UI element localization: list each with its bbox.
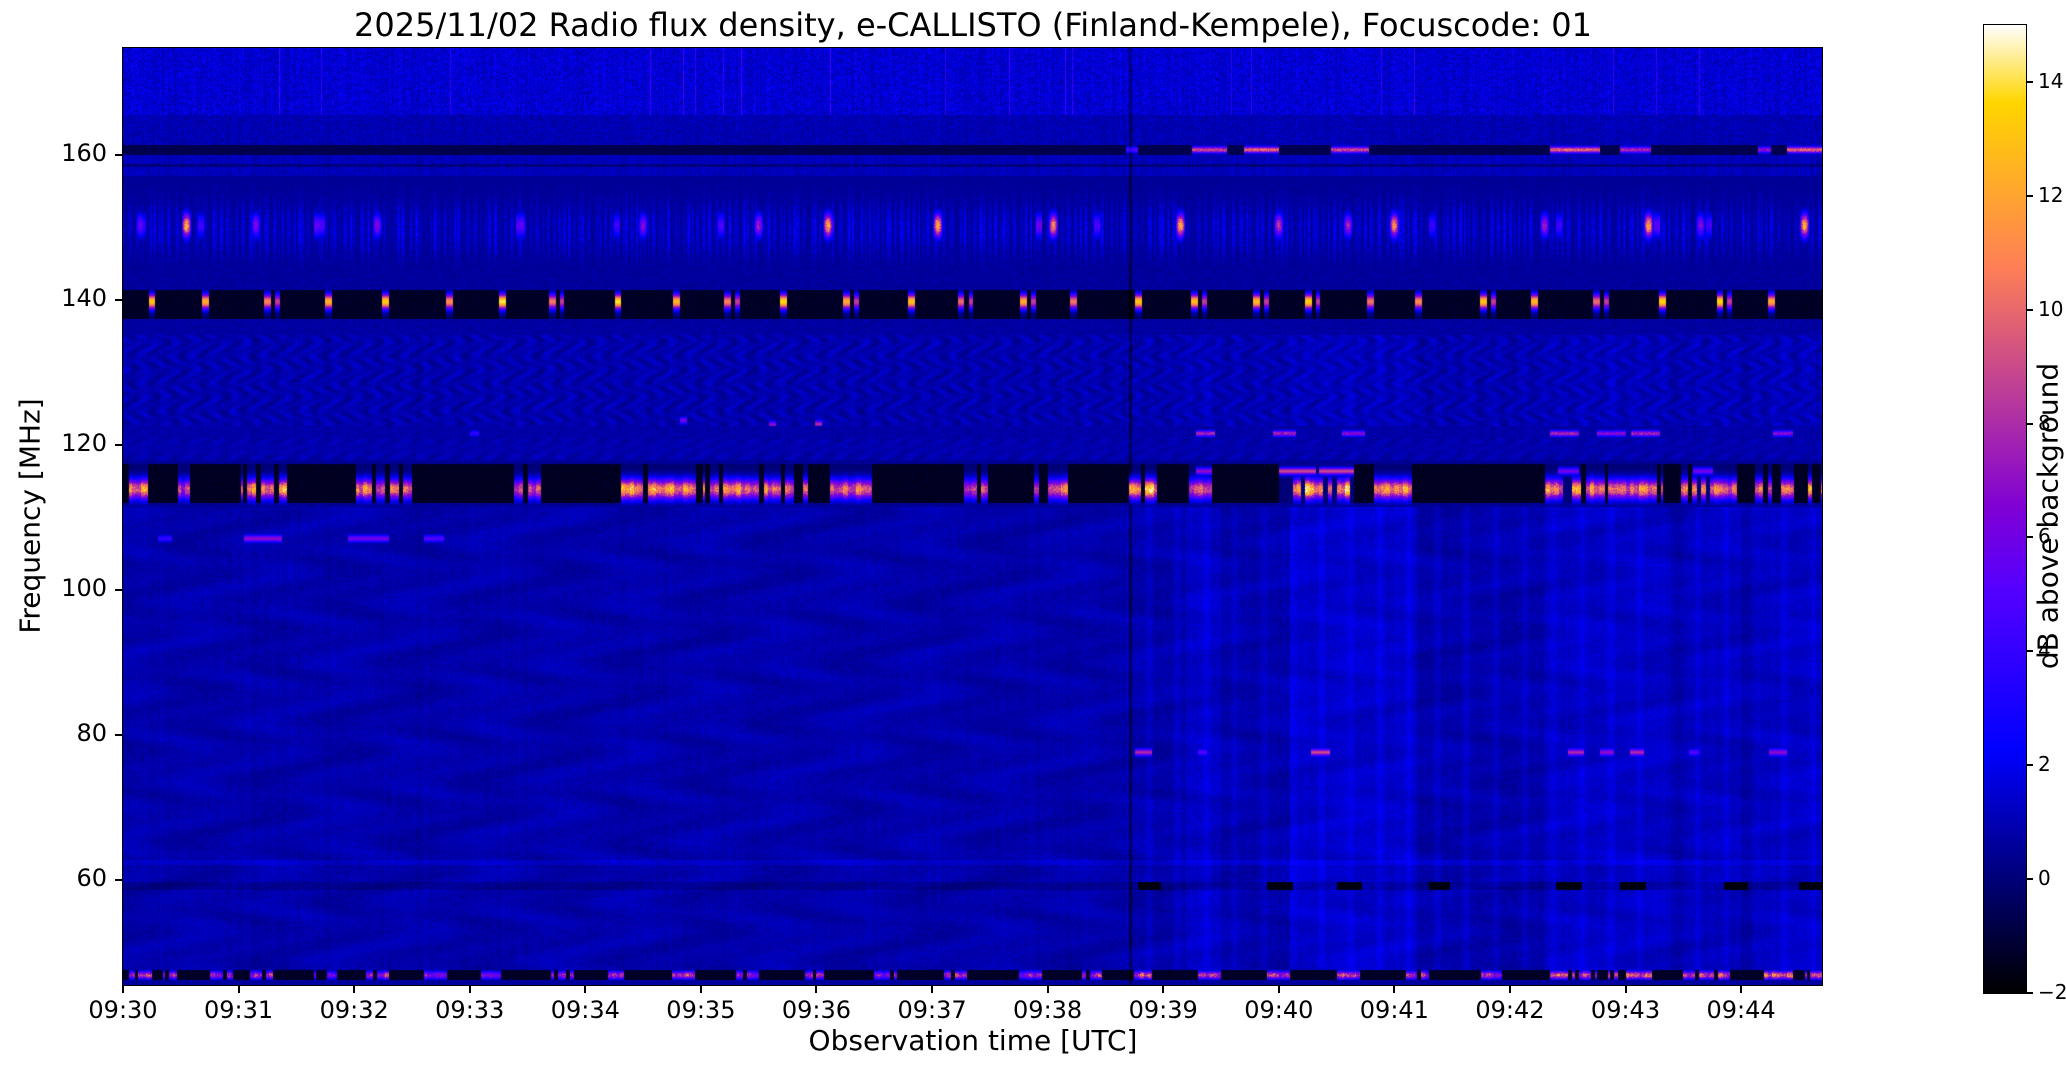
colorbar-tick-label: 8 — [2038, 410, 2051, 435]
page-title: 2025/11/02 Radio flux density, e-CALLIST… — [354, 6, 1592, 44]
colorbar-tick-mark — [2026, 536, 2033, 539]
y-tick-mark — [115, 589, 123, 592]
x-tick-mark — [1162, 985, 1165, 993]
colorbar-tick-mark — [2026, 764, 2033, 767]
colorbar-tick-mark — [2026, 992, 2033, 994]
x-tick-label: 09:35 — [666, 996, 736, 1024]
x-tick-mark — [584, 985, 587, 993]
colorbar-tick-label: 0 — [2038, 866, 2051, 891]
colorbar-tick-label: −2 — [2038, 980, 2066, 1004]
x-tick-label: 09:42 — [1475, 996, 1545, 1024]
colorbar-tick-mark — [2026, 422, 2033, 425]
x-tick-mark — [931, 985, 934, 993]
x-tick-mark — [1624, 985, 1627, 993]
colorbar-tick-mark — [2026, 308, 2033, 311]
y-tick-mark — [115, 299, 123, 302]
x-tick-mark — [237, 985, 240, 993]
colorbar-tick-label: 12 — [2038, 182, 2064, 207]
x-tick-label: 09:39 — [1128, 996, 1198, 1024]
y-tick-mark — [115, 878, 123, 881]
colorbar-tick-label: 14 — [2038, 68, 2064, 93]
x-tick-mark — [1740, 985, 1743, 993]
spectrogram-canvas — [122, 47, 1823, 986]
y-tick-label: 60 — [76, 863, 107, 892]
x-tick-label: 09:30 — [88, 996, 158, 1024]
colorbar-tick-label: 10 — [2038, 296, 2064, 321]
x-tick-label: 09:36 — [781, 996, 852, 1024]
x-tick-label: 09:44 — [1706, 996, 1776, 1024]
x-tick-label: 09:32 — [319, 996, 389, 1024]
x-axis-label: Observation time [UTC] — [808, 1024, 1138, 1057]
y-tick-mark — [115, 733, 123, 736]
x-tick-label: 09:33 — [435, 996, 505, 1024]
colorbar-tick-label: 2 — [2038, 752, 2051, 777]
colorbar-tick-mark — [2026, 878, 2033, 881]
colorbar-tick-label: 4 — [2038, 638, 2051, 663]
x-tick-label: 09:34 — [550, 996, 620, 1024]
x-tick-mark — [1508, 985, 1511, 993]
x-tick-label: 09:31 — [203, 996, 274, 1024]
colorbar-tick-mark — [2026, 650, 2033, 653]
y-tick-label: 120 — [61, 429, 107, 458]
y-tick-label: 160 — [61, 139, 107, 168]
colorbar-tick-mark — [2026, 194, 2033, 197]
x-tick-mark — [122, 985, 124, 993]
y-tick-label: 140 — [61, 284, 107, 313]
colorbar-label: dB above background — [2031, 362, 2065, 670]
x-tick-mark — [1277, 985, 1280, 993]
y-tick-mark — [115, 154, 123, 157]
y-tick-mark — [115, 444, 123, 447]
colorbar-tick-mark — [2026, 80, 2033, 83]
x-tick-mark — [468, 985, 471, 993]
x-tick-label: 09:37 — [897, 996, 967, 1024]
x-tick-label: 09:40 — [1244, 996, 1314, 1024]
x-tick-mark — [1393, 985, 1396, 993]
x-tick-label: 09:38 — [1013, 996, 1083, 1024]
colorbar-canvas — [1983, 24, 2027, 994]
colorbar-tick-label: 6 — [2038, 524, 2051, 549]
x-tick-label: 09:41 — [1359, 996, 1429, 1024]
x-tick-label: 09:43 — [1590, 996, 1661, 1024]
y-tick-label: 80 — [76, 718, 107, 747]
x-tick-mark — [353, 985, 356, 993]
x-tick-mark — [699, 985, 702, 993]
y-tick-label: 100 — [61, 574, 107, 603]
x-tick-mark — [815, 985, 818, 993]
x-tick-mark — [1046, 985, 1049, 993]
